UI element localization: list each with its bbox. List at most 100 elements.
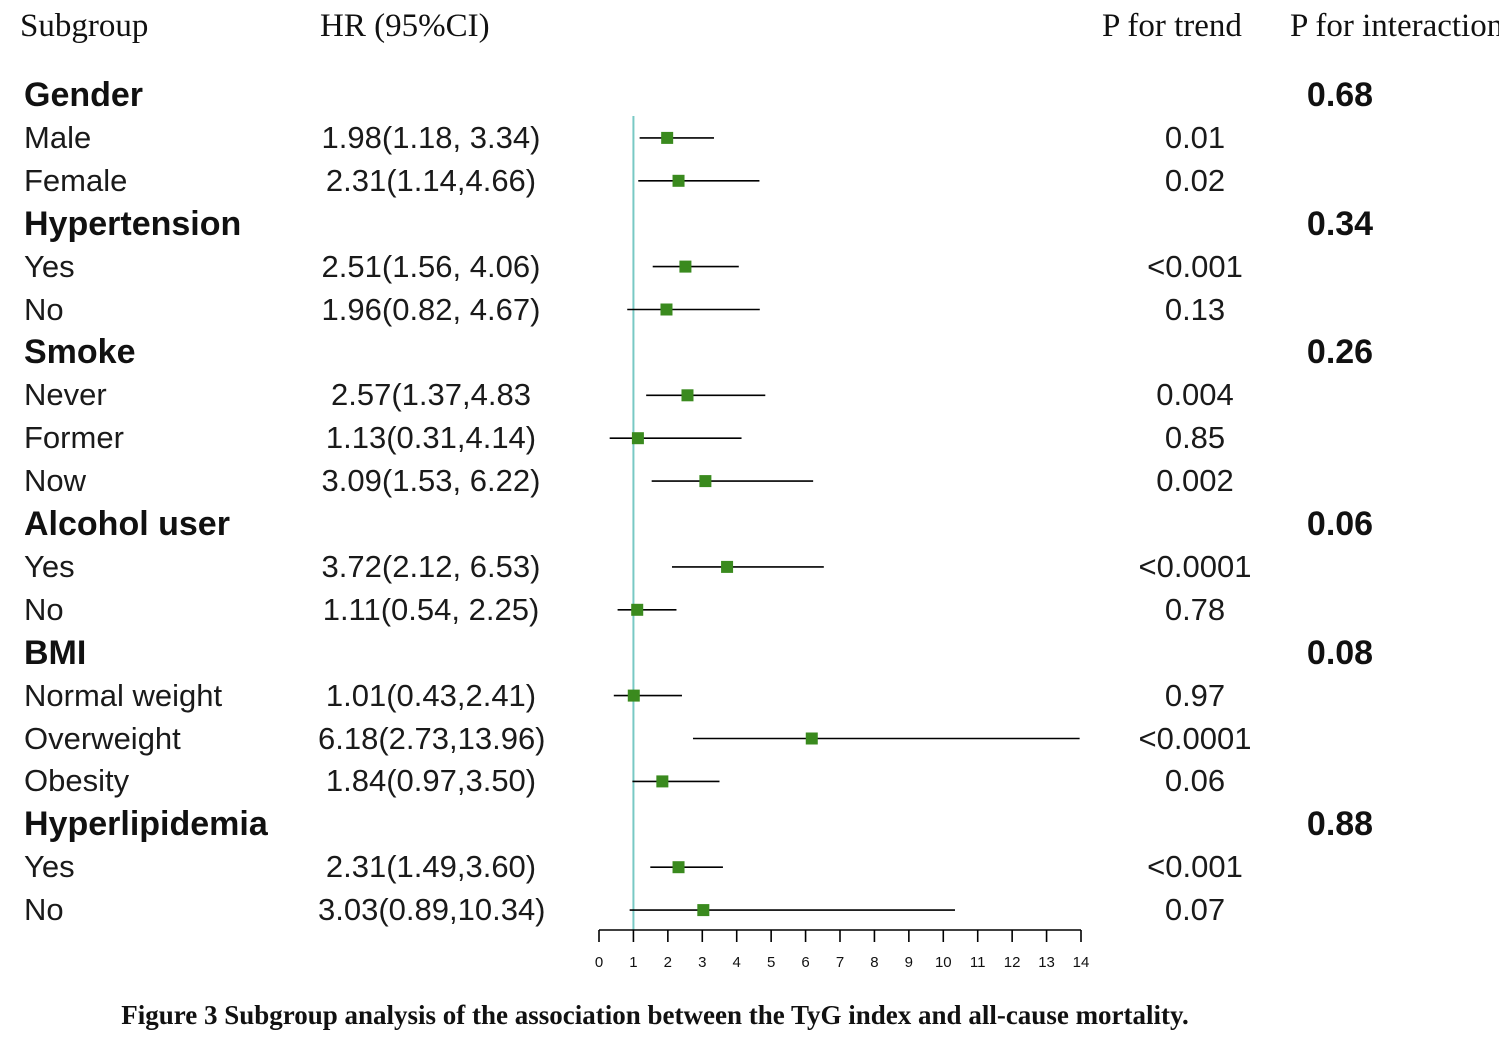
header-p-interaction: P for interaction <box>1290 8 1499 44</box>
p-trend-value: 0.02 <box>1164 162 1226 198</box>
table-row: Overweight 6.18(2.73,13.96) <0.0001 <box>0 718 1499 760</box>
hr-ci-value: 2.31(1.14,4.66) <box>325 162 537 198</box>
hr-marker <box>672 861 685 874</box>
p-trend-value: 0.13 <box>1164 291 1226 327</box>
hr-marker <box>660 303 673 316</box>
hr-marker <box>679 260 692 273</box>
p-trend-value: 0.97 <box>1164 677 1226 713</box>
header-subgroup: Subgroup <box>20 8 149 44</box>
hr-marker <box>627 689 640 702</box>
table-row: Female 2.31(1.14,4.66) 0.02 <box>0 160 1499 202</box>
hr-ci-value: 1.11(0.54, 2.25) <box>322 591 540 627</box>
p-interaction-value: 0.88 <box>1306 805 1374 844</box>
subgroup-label: Female <box>24 162 128 198</box>
group-label: BMI <box>24 633 87 672</box>
x-tick-label: 11 <box>970 954 986 971</box>
x-tick-label: 6 <box>801 954 809 971</box>
p-trend-value: <0.0001 <box>1138 548 1252 584</box>
table-row: Obesity 1.84(0.97,3.50) 0.06 <box>0 760 1499 802</box>
p-interaction-value: 0.26 <box>1306 333 1374 372</box>
p-interaction-value: 0.08 <box>1306 633 1374 672</box>
x-tick-label: 7 <box>836 954 844 971</box>
p-trend-value: 0.78 <box>1164 591 1226 627</box>
group-label: Smoke <box>24 333 136 372</box>
forest-plot: 0 1 2 3 4 5 6 7 8 9 10 11 12 13 14 <box>595 116 1090 971</box>
x-tick-label: 9 <box>905 954 913 971</box>
hr-marker <box>681 389 694 402</box>
x-tick-label: 5 <box>767 954 775 971</box>
subgroup-label: Now <box>24 463 87 499</box>
group-row: Hypertension 0.34 <box>0 203 1499 245</box>
subgroup-label: Yes <box>24 548 75 584</box>
x-tick-label: 2 <box>664 954 672 971</box>
table-row: No 3.03(0.89,10.34) 0.07 <box>0 889 1499 931</box>
hr-ci-value: 3.03(0.89,10.34) <box>318 892 546 928</box>
hr-ci-value: 3.09(1.53, 6.22) <box>321 463 541 499</box>
group-label: Gender <box>24 76 144 114</box>
p-trend-value: 0.01 <box>1164 119 1226 155</box>
hr-marker <box>721 560 734 573</box>
group-row: Gender 0.68 <box>0 74 1499 116</box>
table-row: Former 1.13(0.31,4.14) 0.85 <box>0 417 1499 459</box>
table-row: Now 3.09(1.53, 6.22) 0.002 <box>0 460 1499 502</box>
subgroup-label: Obesity <box>24 763 130 799</box>
x-tick-label: 0 <box>595 954 603 971</box>
subgroup-label: Former <box>24 420 124 456</box>
table-row: Male 1.98(1.18, 3.34) 0.01 <box>0 117 1499 159</box>
x-tick-label: 14 <box>1073 954 1090 971</box>
table-row: Yes 2.31(1.49,3.60) <0.001 <box>0 846 1499 888</box>
group-row: BMI 0.08 <box>0 632 1499 674</box>
subgroup-label: Yes <box>24 849 75 885</box>
figure-caption: Figure 3 Subgroup analysis of the associ… <box>121 1000 1189 1030</box>
subgroup-label: Yes <box>24 248 75 284</box>
p-interaction-value: 0.68 <box>1306 76 1374 114</box>
x-tick-label: 1 <box>629 954 637 971</box>
table-row: Yes 2.51(1.56, 4.06) <0.001 <box>0 246 1499 288</box>
p-interaction-value: 0.06 <box>1306 505 1374 543</box>
p-trend-value: <0.001 <box>1147 849 1243 885</box>
hr-ci-value: 1.96(0.82, 4.67) <box>321 291 541 327</box>
table-row: No 1.11(0.54, 2.25) 0.78 <box>0 589 1499 631</box>
hr-ci-value: 3.72(2.12, 6.53) <box>321 548 541 584</box>
group-label: Hypertension <box>24 204 242 243</box>
p-trend-value: <0.001 <box>1147 248 1243 284</box>
x-tick-label: 4 <box>733 954 741 971</box>
group-row: Alcohol user 0.06 <box>0 503 1499 545</box>
hr-ci-value: 1.98(1.18, 3.34) <box>321 119 541 155</box>
p-trend-value: 0.85 <box>1164 420 1226 456</box>
hr-marker <box>699 475 712 488</box>
subgroup-label: No <box>24 591 64 627</box>
hr-marker <box>805 732 818 745</box>
group-row: Smoke 0.26 <box>0 331 1499 373</box>
x-tick-label: 10 <box>935 954 952 971</box>
p-interaction-value: 0.34 <box>1306 204 1374 243</box>
p-trend-value: 0.002 <box>1156 463 1234 499</box>
hr-ci-value: 1.84(0.97,3.50) <box>325 763 537 799</box>
hr-ci-value: 6.18(2.73,13.96) <box>318 720 546 756</box>
subgroup-label: Normal weight <box>24 677 223 713</box>
x-tick-label: 12 <box>1004 954 1021 971</box>
hr-marker <box>656 775 669 788</box>
hr-ci-value: 2.51(1.56, 4.06) <box>321 248 541 284</box>
p-trend-value: 0.07 <box>1164 892 1226 928</box>
hr-marker <box>672 174 685 187</box>
subgroup-label: Male <box>24 119 92 155</box>
hr-marker <box>697 904 710 917</box>
header-p-trend: P for trend <box>1102 8 1242 44</box>
table-row: Normal weight 1.01(0.43,2.41) 0.97 <box>0 675 1499 717</box>
hr-ci-value: 1.13(0.31,4.14) <box>325 420 537 456</box>
x-tick-label: 13 <box>1038 954 1055 971</box>
subgroup-label: Overweight <box>24 720 181 756</box>
subgroup-label: No <box>24 892 64 928</box>
p-trend-value: 0.004 <box>1156 377 1234 413</box>
subgroup-label: No <box>24 291 64 327</box>
hr-marker <box>661 131 674 144</box>
group-label: Alcohol user <box>24 505 230 543</box>
x-tick-label: 3 <box>698 954 706 971</box>
header-hr-ci: HR (95%CI) <box>320 8 490 44</box>
group-row: Hyperlipidemia 0.88 <box>0 803 1499 845</box>
hr-ci-value: 1.01(0.43,2.41) <box>325 677 537 713</box>
hr-marker <box>631 432 644 445</box>
table-row: Never 2.57(1.37,4.83 0.004 <box>0 374 1499 416</box>
table-row: Yes 3.72(2.12, 6.53) <0.0001 <box>0 546 1499 588</box>
